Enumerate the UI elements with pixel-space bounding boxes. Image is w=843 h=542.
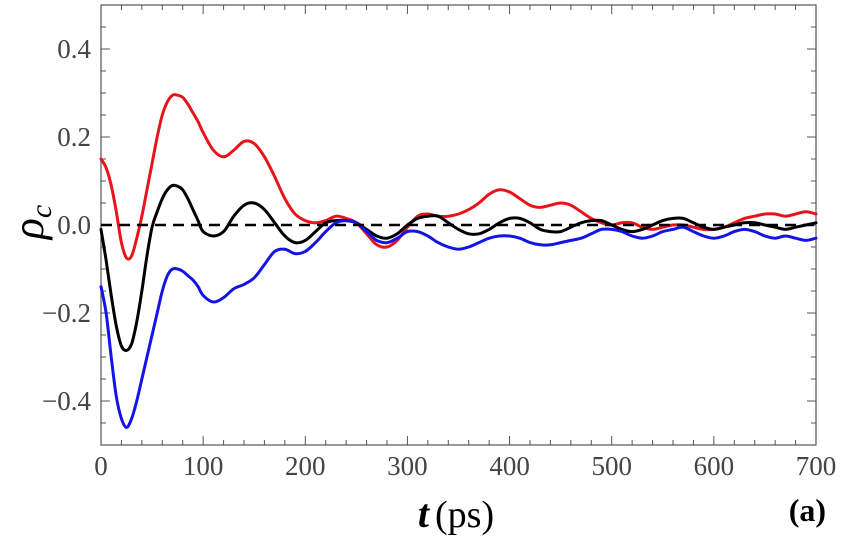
series-line-blue	[99, 219, 818, 429]
y-axis-symbol: ρ	[4, 218, 53, 241]
ticks-layer	[100, 4, 817, 446]
y-tick-label: 0.0	[57, 210, 91, 240]
plot-frame	[100, 4, 817, 446]
panel-label: (a)	[789, 492, 826, 528]
y-tick-label: 0.4	[57, 34, 91, 64]
series-layer	[99, 93, 818, 429]
x-tick-label: 500	[591, 451, 632, 481]
y-axis-subscript: c	[25, 205, 58, 218]
x-tick-label: 300	[387, 451, 428, 481]
x-tick-label: 700	[796, 451, 837, 481]
x-tick-label: 100	[183, 451, 224, 481]
tick-labels-layer: 0 100 200 300 400 500 600 700 −0.4 −0.2 0.0 0.2 0.4	[42, 34, 836, 481]
y-tick-label: −0.4	[42, 386, 91, 416]
series-line-black	[99, 183, 818, 352]
x-axis-symbol: t	[418, 491, 431, 536]
x-tick-label: 400	[489, 451, 530, 481]
y-tick-label: −0.2	[42, 298, 91, 328]
x-tick-label: 0	[94, 451, 108, 481]
y-tick-label: 0.2	[57, 122, 91, 152]
y-axis-label: ρc	[4, 205, 58, 241]
x-tick-label: 600	[694, 451, 735, 481]
x-tick-label: 200	[285, 451, 326, 481]
x-axis-unit: (ps)	[435, 494, 494, 536]
x-axis-label: t (ps)	[418, 491, 494, 536]
